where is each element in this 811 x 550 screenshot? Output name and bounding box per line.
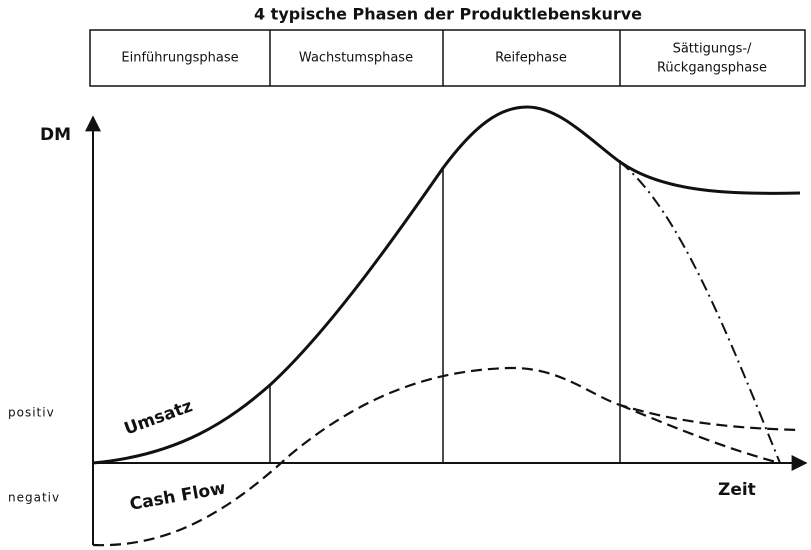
sales-label: Umsatz — [122, 396, 196, 439]
negative-label: negativ — [8, 491, 60, 505]
title: 4 typische Phasen der Produktlebenskurve — [254, 5, 642, 24]
cash-flow-decline-curve — [619, 403, 781, 465]
cash-flow-label: Cash Flow — [128, 478, 227, 515]
axes — [85, 115, 808, 545]
cash-flow-curve — [92, 366, 801, 547]
positive-label: positiv — [8, 406, 55, 420]
x-axis-label: Zeit — [718, 480, 756, 500]
phase-label: Einführungsphase — [121, 51, 238, 66]
phase-label: Wachstumsphase — [299, 51, 413, 66]
y-axis-label: DM — [40, 125, 71, 145]
phase-label: Sättigungs-/ — [673, 42, 752, 57]
phase-label: Rückgangsphase — [657, 61, 767, 76]
phase-dividers — [269, 160, 621, 463]
phase-table — [89, 29, 806, 87]
sales-decline-curve — [619, 161, 781, 464]
sales-curve — [92, 105, 801, 465]
phase-label: Reifephase — [495, 51, 567, 66]
